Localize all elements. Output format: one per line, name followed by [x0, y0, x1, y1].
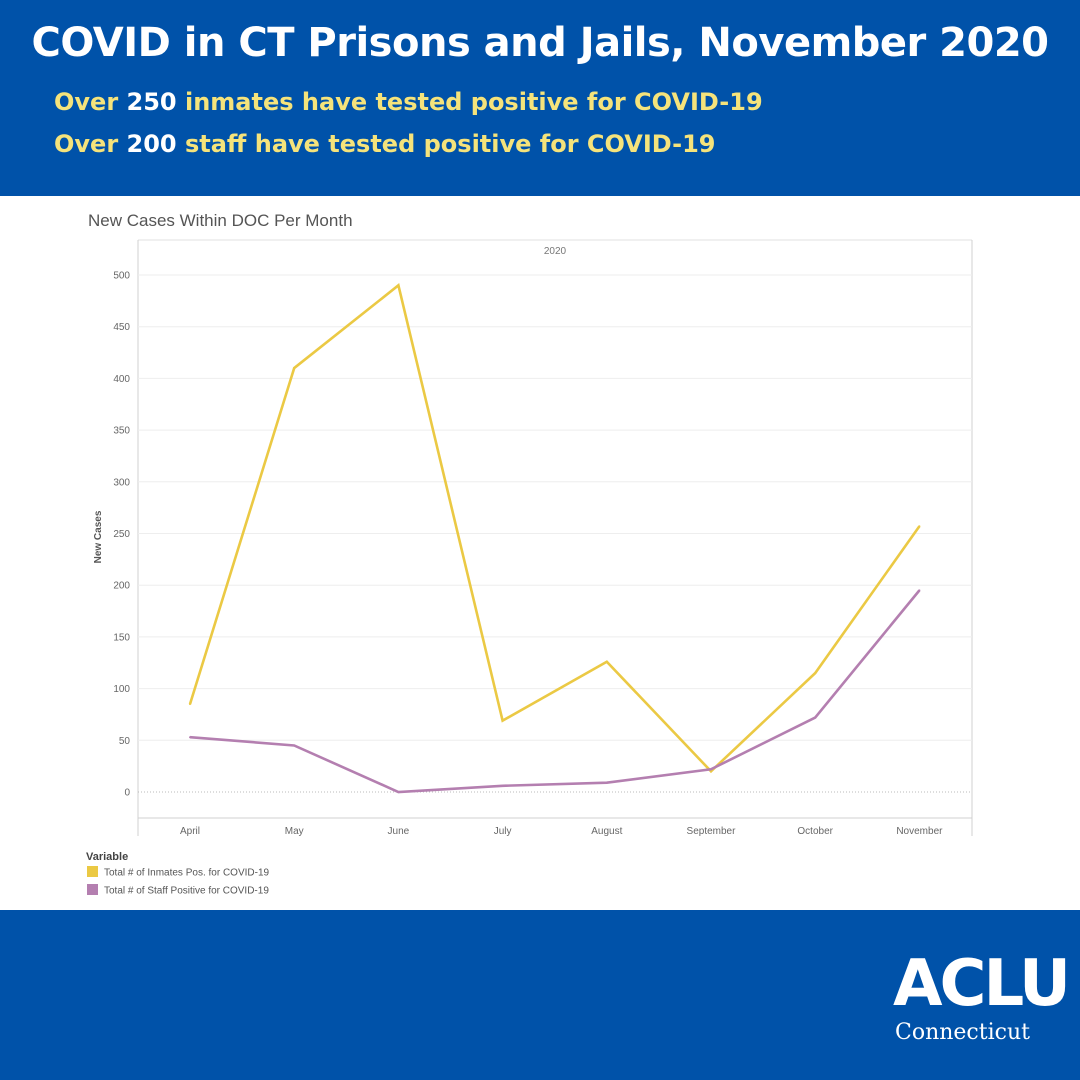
footer-banner: ACLU Connecticut — [0, 910, 1080, 1080]
data-point — [918, 525, 921, 528]
chart-frame: 2020 New Cases — [93, 239, 973, 836]
aclu-logo: ACLU Connecticut — [893, 947, 1071, 1045]
x-tick-label: August — [591, 826, 622, 837]
y-tick-label: 300 — [113, 477, 130, 488]
series-lines — [188, 283, 921, 794]
x-tick-label: September — [687, 826, 737, 837]
x-tick-label: October — [797, 826, 833, 837]
y-tick-label: 100 — [113, 684, 130, 695]
legend-title: Variable — [86, 851, 128, 863]
logo-subtitle: Connecticut — [895, 1020, 1030, 1045]
y-axis-label: New Cases — [93, 510, 104, 563]
legend-label: Total # of Staff Positive for COVID-19 — [104, 886, 269, 897]
y-tick-label: 200 — [113, 581, 130, 592]
data-point — [189, 736, 191, 739]
x-tick-label: November — [896, 826, 943, 837]
inmates-summary-number: 250 — [126, 88, 177, 116]
data-point — [293, 367, 296, 370]
y-tick-label: 0 — [124, 788, 130, 799]
x-tick-labels: April May June July August September October No… — [180, 826, 943, 837]
data-point — [397, 791, 400, 793]
y-tick-label: 450 — [113, 322, 130, 333]
data-point — [605, 781, 608, 784]
x-tick-label: July — [494, 826, 512, 837]
data-point — [501, 784, 504, 787]
staff-summary-suffix: staff have tested positive for COVID-19 — [176, 130, 716, 158]
y-tick-label: 50 — [119, 736, 131, 747]
line-chart: New Cases Within DOC Per Month 2020 New … — [86, 211, 973, 897]
data-point — [814, 716, 817, 719]
series-line-staff — [189, 589, 921, 794]
x-tick-label: May — [285, 826, 304, 837]
legend: Variable Total # of Inmates Pos. for COV… — [86, 851, 270, 897]
data-point — [605, 660, 608, 663]
chart-title: New Cases Within DOC Per Month — [88, 211, 353, 230]
data-point — [710, 768, 712, 771]
legend-swatch — [87, 884, 98, 895]
inmates-summary-suffix: inmates have tested positive for COVID-1… — [176, 88, 763, 116]
y-tick-labels: 0 50 100 150 200 250 300 350 400 450 500 — [113, 271, 130, 799]
staff-summary-prefix: Over — [54, 130, 127, 158]
data-point — [397, 284, 400, 287]
inmates-summary: Over 250 inmates have tested positive fo… — [54, 88, 763, 116]
data-point — [293, 744, 296, 747]
staff-summary-number: 200 — [126, 130, 177, 158]
data-point — [710, 770, 712, 773]
header-banner: COVID in CT Prisons and Jails, November … — [0, 0, 1080, 196]
x-tick-label: April — [180, 826, 200, 837]
panel-label: 2020 — [544, 246, 567, 257]
series-line-inmates — [188, 283, 921, 774]
y-tick-label: 350 — [113, 426, 130, 437]
inmates-summary-prefix: Over — [54, 88, 127, 116]
data-point — [189, 703, 191, 706]
y-tick-label: 500 — [113, 271, 130, 282]
data-point — [918, 589, 921, 592]
x-tick-label: June — [388, 826, 410, 837]
y-tick-label: 400 — [113, 374, 130, 385]
data-point — [501, 719, 504, 722]
grid — [138, 274, 972, 793]
legend-swatch — [87, 866, 98, 877]
page-title: COVID in CT Prisons and Jails, November … — [31, 20, 1049, 66]
legend-label: Total # of Inmates Pos. for COVID-19 — [104, 868, 270, 879]
staff-summary: Over 200 staff have tested positive for … — [54, 130, 716, 158]
data-point — [814, 672, 817, 675]
logo-text: ACLU — [893, 947, 1071, 1021]
y-tick-label: 150 — [113, 632, 130, 643]
y-tick-label: 250 — [113, 529, 130, 540]
chart-area: New Cases Within DOC Per Month 2020 New … — [0, 196, 1080, 910]
